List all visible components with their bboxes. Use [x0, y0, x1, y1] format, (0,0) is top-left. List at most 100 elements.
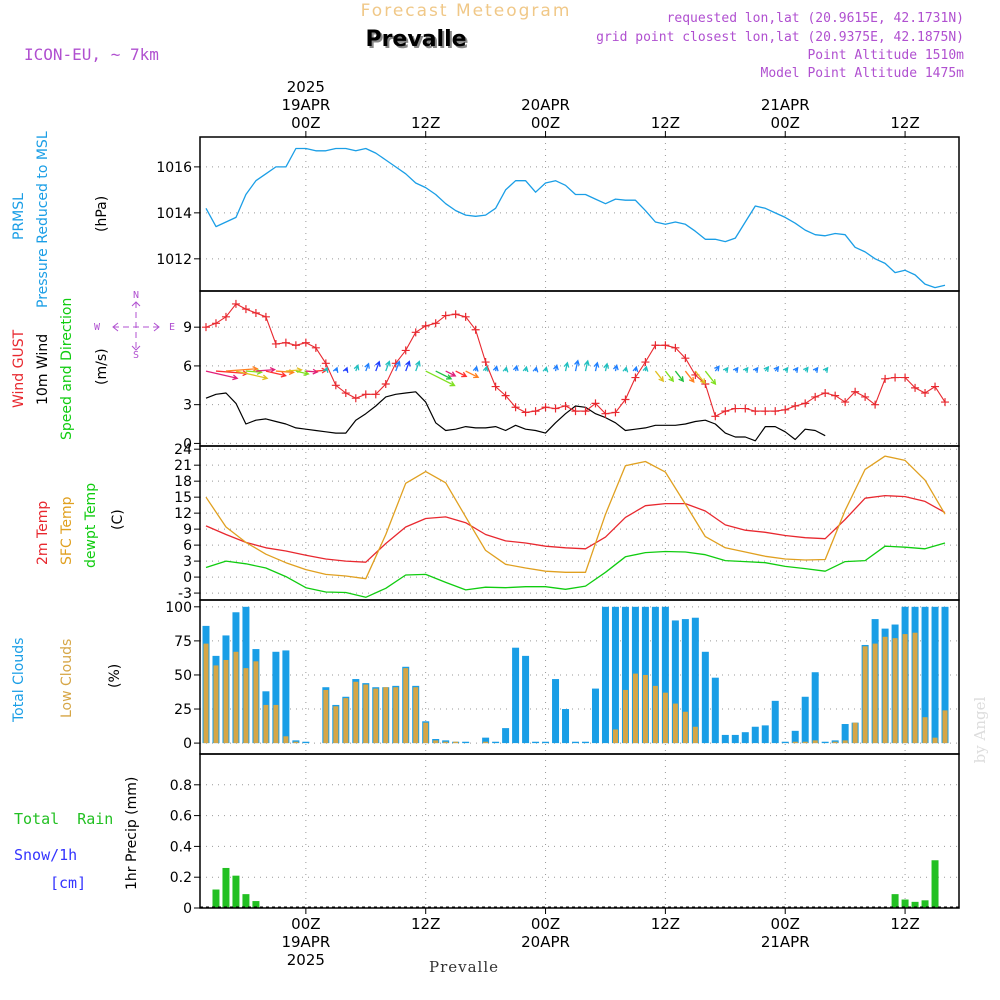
- total-cloud-bar: [492, 741, 500, 744]
- model-altitude: Model Point Altitude 1475m: [761, 66, 965, 81]
- wind-direction-arrow: [532, 366, 539, 373]
- rain-bar: [911, 901, 919, 908]
- wind-gust-point: [451, 310, 460, 319]
- low-clouds-label: Low Clouds: [59, 639, 75, 718]
- total-cloud-bar: [512, 647, 520, 744]
- low-cloud-bar: [912, 632, 918, 744]
- total-cloud-bar: [462, 741, 470, 744]
- low-cloud-bar: [243, 668, 249, 744]
- y-tick-label: 12: [174, 506, 192, 522]
- low-cloud-bar: [892, 638, 898, 744]
- total-cloud-bar: [302, 741, 310, 744]
- total-cloud-bar: [771, 700, 779, 744]
- wind-direction-arrow: [714, 365, 720, 372]
- wind-gust-point: [331, 381, 340, 390]
- y-tick-label: 0: [183, 436, 192, 452]
- wind-gust-point: [941, 398, 950, 407]
- x-year-label-top: 2025: [287, 78, 325, 96]
- low-cloud-bar: [483, 741, 489, 744]
- low-cloud-bar: [832, 741, 838, 744]
- wind-gust-point: [281, 338, 290, 347]
- x-date-label-bottom: 19APR: [281, 933, 330, 951]
- wind-gust-point: [841, 398, 850, 407]
- wind-gust-point: [611, 408, 620, 417]
- total-cloud-bar: [601, 606, 609, 744]
- low-cloud-bar: [213, 665, 219, 744]
- x-date-label-bottom: 20APR: [521, 933, 570, 951]
- x-tick-label-bottom: 12Z: [651, 915, 680, 933]
- wind-gust-point: [651, 341, 660, 350]
- wind-gust-point: [721, 407, 730, 416]
- total-cloud-bar: [931, 606, 939, 744]
- total-cloud-bar: [661, 606, 669, 744]
- dewpt-line: [205, 542, 946, 598]
- total-cloud-bar: [741, 732, 749, 744]
- total-cloud-bar: [691, 617, 699, 744]
- wind-direction-arrow: [583, 359, 590, 372]
- wind-gust-point: [441, 311, 450, 320]
- wind-gust-point: [271, 339, 280, 348]
- y-tick-label: 0.6: [170, 809, 192, 825]
- low-cloud-bar: [413, 687, 419, 744]
- y-tick-label: 21: [174, 458, 192, 474]
- wind-direction-arrow: [415, 360, 421, 372]
- total-cloud-bar: [482, 737, 490, 744]
- y-tick-label: 18: [174, 474, 192, 490]
- y-tick-label: 1014: [156, 206, 192, 222]
- total-cloud-bar: [781, 741, 789, 744]
- wind-direction-arrow: [522, 365, 529, 373]
- total-cloud-bar: [502, 728, 510, 744]
- total-cloud-bar: [751, 726, 759, 744]
- low-cloud-bar: [682, 711, 688, 744]
- wind-direction-arrow: [593, 361, 600, 372]
- total-cloud-bar: [552, 679, 560, 744]
- wind-direction-arrow: [642, 365, 649, 372]
- rain-bar: [921, 900, 929, 908]
- wind-direction-arrow: [455, 370, 468, 378]
- wind-direction-arrow: [752, 366, 759, 373]
- low-cloud-bar: [932, 737, 938, 744]
- low-cloud-bar: [692, 726, 698, 744]
- low-cloud-bar: [283, 736, 289, 744]
- total-cloud-bar: [941, 606, 949, 744]
- wind-gust-point: [791, 401, 800, 410]
- app-title: Forecast Meteogram: [361, 1, 572, 21]
- low-cloud-bar: [333, 706, 339, 744]
- rain-bar: [232, 875, 240, 908]
- wind-gust-point: [931, 382, 940, 391]
- axis-layer: 1012101410160369-30369121518212402550751…: [156, 78, 919, 969]
- wind-gust-point: [811, 392, 820, 401]
- data-layer: [200, 147, 959, 908]
- wind-gust-point: [821, 389, 830, 398]
- x-tick-label-bottom: 00Z: [531, 915, 560, 933]
- y-tick-label: 100: [165, 600, 192, 616]
- low-cloud-bar: [233, 651, 239, 744]
- wind-direction-arrow: [732, 366, 739, 373]
- y-tick-label: 75: [174, 634, 192, 650]
- y-tick-label: 3: [183, 554, 192, 570]
- low-cloud-bar: [443, 741, 449, 744]
- total-cloud-bar: [761, 725, 769, 744]
- panel-frame: [199, 445, 960, 601]
- y-tick-label: 9: [183, 320, 192, 336]
- low-cloud-bar: [363, 684, 369, 744]
- low-cloud-bar: [203, 643, 209, 744]
- tsfc-line: [205, 455, 946, 580]
- x-tick-label-top: 00Z: [771, 114, 800, 132]
- wind-gust-point: [731, 404, 740, 413]
- footer-location: Prevalle: [429, 958, 499, 976]
- total-cloud-bar: [921, 606, 929, 744]
- compass-n: N: [133, 290, 139, 301]
- clouds-unit: (%): [107, 664, 123, 688]
- low-cloud-bar: [882, 636, 888, 744]
- total-cloud-bar: [731, 734, 739, 744]
- low-cloud-bar: [812, 740, 818, 744]
- wind-gust-point: [251, 308, 260, 317]
- wind-gust-point: [571, 407, 580, 416]
- total-cloud-bar: [711, 677, 719, 744]
- low-cloud-bar: [383, 687, 389, 744]
- low-cloud-bar: [642, 674, 648, 744]
- wind-gust-point: [521, 408, 530, 417]
- total-cloud-bar: [522, 655, 530, 744]
- wind-gust-point: [351, 394, 360, 403]
